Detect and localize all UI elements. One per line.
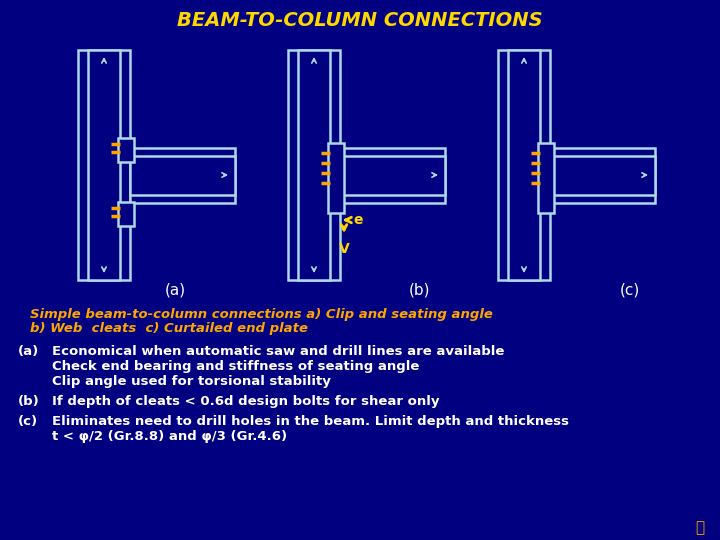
Text: e: e <box>353 213 362 227</box>
Bar <box>288 50 340 280</box>
Text: (c): (c) <box>18 415 38 428</box>
Text: BEAM-TO-COLUMN CONNECTIONS: BEAM-TO-COLUMN CONNECTIONS <box>177 10 543 30</box>
Text: Clip angle used for torsional stability: Clip angle used for torsional stability <box>52 375 331 388</box>
Bar <box>130 156 235 195</box>
Bar <box>130 148 235 203</box>
Text: (a): (a) <box>18 345 40 358</box>
Bar <box>550 156 655 195</box>
Text: 🔊: 🔊 <box>696 521 705 536</box>
Text: t < φ/2 (Gr.8.8) and φ/3 (Gr.4.6): t < φ/2 (Gr.8.8) and φ/3 (Gr.4.6) <box>52 430 287 443</box>
Bar <box>340 156 445 195</box>
Text: If depth of cleats < 0.6d design bolts for shear only: If depth of cleats < 0.6d design bolts f… <box>52 395 439 408</box>
Bar <box>328 143 344 213</box>
Bar <box>340 148 445 203</box>
Bar <box>550 148 655 203</box>
Bar <box>88 50 120 280</box>
Bar <box>298 50 330 280</box>
Text: Simple beam-to-column connections a) Clip and seating angle: Simple beam-to-column connections a) Cli… <box>30 308 493 321</box>
Text: Economical when automatic saw and drill lines are available: Economical when automatic saw and drill … <box>52 345 505 358</box>
Text: V: V <box>338 242 349 256</box>
Text: (b): (b) <box>18 395 40 408</box>
Text: (a): (a) <box>164 282 186 298</box>
Bar <box>538 143 554 213</box>
Text: (b): (b) <box>409 282 431 298</box>
Text: Eliminates need to drill holes in the beam. Limit depth and thickness: Eliminates need to drill holes in the be… <box>52 415 569 428</box>
Text: (c): (c) <box>620 282 640 298</box>
Text: b) Web  cleats  c) Curtailed end plate: b) Web cleats c) Curtailed end plate <box>30 322 308 335</box>
Text: Check end bearing and stiffness of seating angle: Check end bearing and stiffness of seati… <box>52 360 419 373</box>
Bar <box>118 202 134 226</box>
Bar <box>508 50 540 280</box>
Bar <box>78 50 130 280</box>
Bar <box>498 50 550 280</box>
Bar <box>118 138 134 162</box>
